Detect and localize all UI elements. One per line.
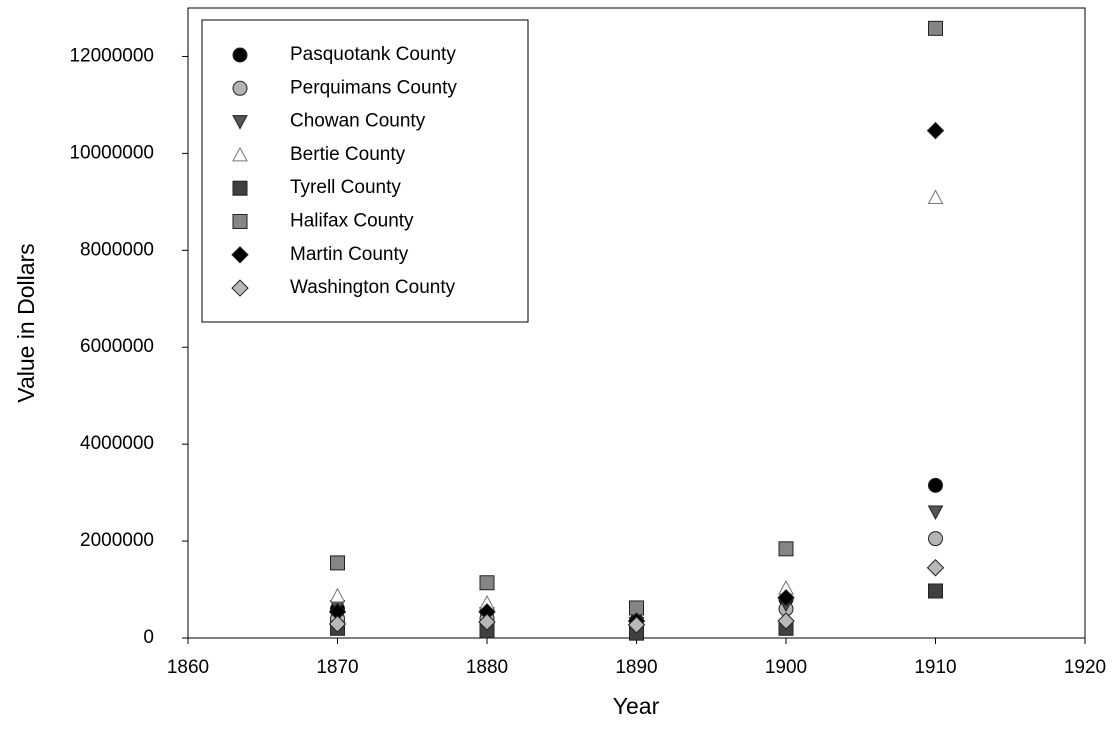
legend-marker [232,80,248,96]
legend-label: Chowan County [290,111,426,132]
x-tick-label: 1880 [466,657,508,678]
y-tick-label: 8000000 [80,239,154,260]
legend-marker [231,246,249,264]
point [329,587,346,603]
legend-marker [232,146,248,162]
y-axis-label: Value in Dollars [13,243,39,402]
y-tick-label: 6000000 [80,336,154,357]
x-tick-label: 1900 [765,657,807,678]
point [778,541,794,557]
point [478,613,496,631]
point [927,505,944,521]
point [928,477,943,493]
legend-label: Bertie County [290,144,406,165]
x-tick-label: 1890 [615,657,657,678]
legend-label: Tyrell County [290,177,401,198]
point [928,20,943,36]
x-tick-label: 1870 [316,657,358,678]
y-tick-label: 2000000 [80,530,154,551]
legend-marker [232,214,248,229]
point [777,589,795,607]
x-axis-label: Year [613,693,660,719]
point [926,559,945,577]
legend-label: Martin County [290,244,409,265]
x-tick-label: 1920 [1064,657,1106,678]
y-tick-label: 12000000 [69,45,154,66]
x-tick-label: 1860 [167,657,209,678]
legend-marker [232,115,248,130]
y-tick-label: 10000000 [69,142,154,163]
point [330,555,345,571]
legend-label: Washington County [290,277,456,298]
legend-marker [232,180,248,196]
legend-label: Pasquotank County [290,44,456,65]
point [928,583,943,599]
point [328,615,347,633]
point [479,575,495,591]
point [627,616,646,634]
legend-label: Halifax County [290,211,414,232]
legend-label: Perquimans County [290,77,457,98]
legend-marker [232,47,248,63]
x-tick-label: 1910 [914,657,956,678]
point [777,612,795,630]
legend-box [201,19,529,323]
point [928,531,943,547]
y-tick-label: 4000000 [80,433,154,454]
point [927,189,944,204]
legend-marker [231,279,249,297]
y-tick-label: 0 [143,627,154,648]
point [926,121,945,140]
